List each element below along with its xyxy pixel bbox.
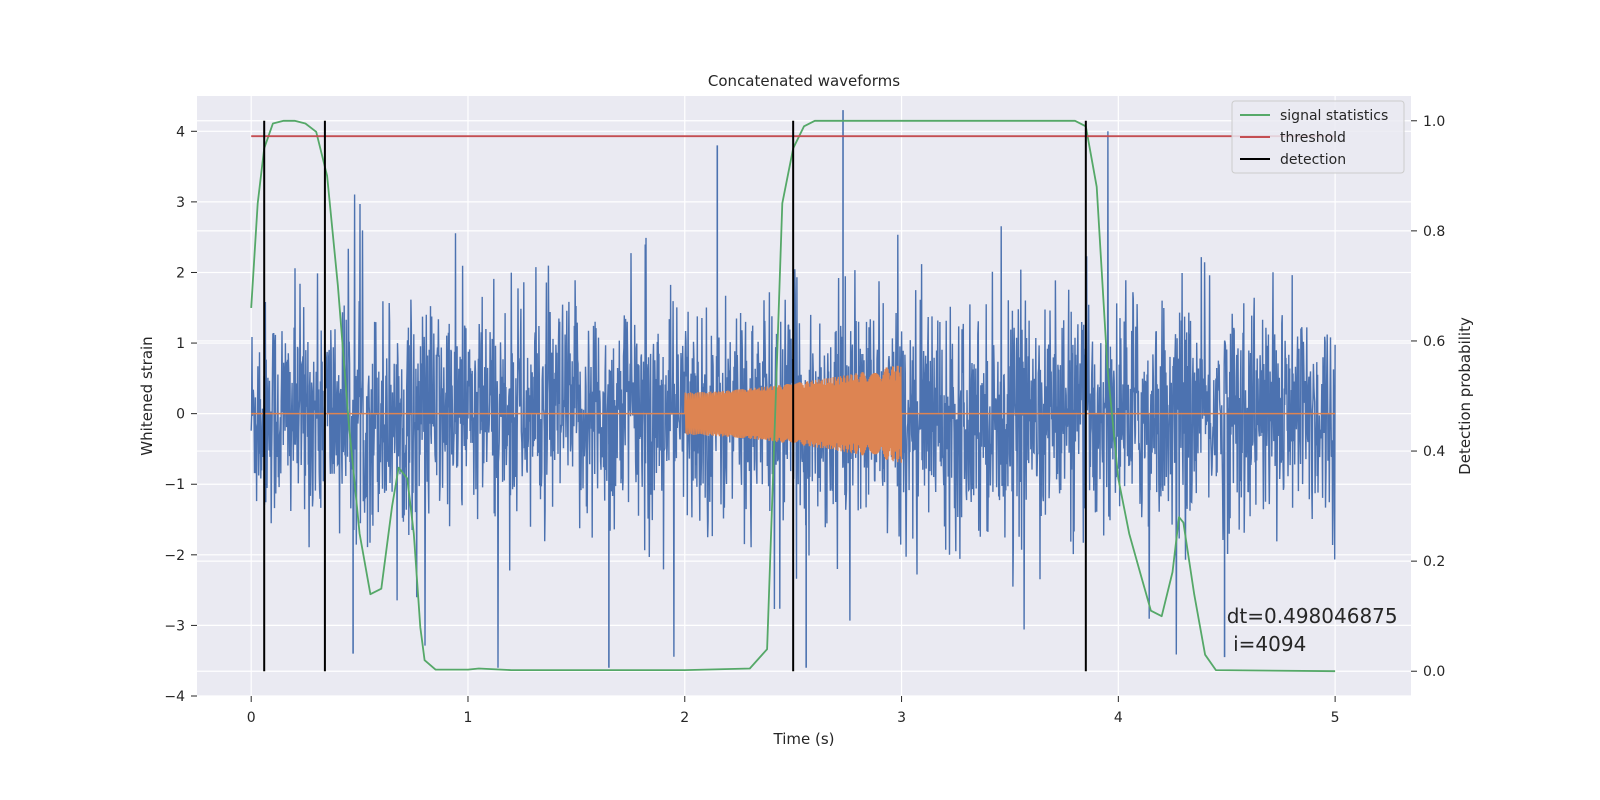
y-tick-label: 2: [176, 265, 185, 281]
signal-statistics-line: [250, 119, 1336, 673]
legend-entry: threshold: [1280, 130, 1346, 146]
y-axis-right-label: Detection probability: [1456, 317, 1474, 475]
axes-text: 0 1 2 3 4 5 −4 −3 −2 −1 0 1 2 3 4 0.0 0.2 0.4 0.6 0.8 1.0: [164, 114, 1445, 726]
y-tick-label: −2: [164, 548, 185, 564]
x-tick-label: 4: [1114, 710, 1123, 726]
legend-entry: signal statistics: [1280, 108, 1388, 124]
y-right-tick-label: 0.8: [1423, 224, 1445, 240]
y-right-tick-label: 1.0: [1423, 114, 1445, 130]
chart-title: Concatenated waveforms: [708, 72, 900, 90]
y-tick-label: −1: [164, 477, 185, 493]
y-right-tick-label: 0.2: [1423, 554, 1445, 570]
grid: [197, 96, 1411, 697]
annotation-dt: dt=0.498046875: [1227, 604, 1398, 628]
y-right-tick-label: 0.4: [1423, 444, 1445, 460]
y-tick-label: −4: [164, 689, 185, 705]
x-tick-label: 5: [1331, 710, 1340, 726]
legend-entry: detection: [1280, 152, 1346, 168]
x-axis-label: Time (s): [773, 730, 835, 748]
y-tick-label: −3: [164, 618, 185, 634]
y-right-tick-label: 0.6: [1423, 334, 1445, 350]
x-tick-label: 2: [680, 710, 689, 726]
x-tick-label: 0: [247, 710, 256, 726]
x-tick-label: 1: [464, 710, 473, 726]
x-tick-label: 3: [897, 710, 906, 726]
plot-area: [250, 110, 1336, 673]
y-tick-label: 3: [176, 195, 185, 211]
legend-box: [1231, 100, 1405, 174]
y-tick-label: 1: [176, 336, 185, 352]
y-tick-label: 4: [176, 124, 185, 140]
y-tick-label: 0: [176, 407, 185, 423]
annotation-i: i=4094: [1227, 632, 1307, 656]
y-axis-label: Whitened strain: [138, 336, 156, 455]
legend: signal statistics threshold detection: [1231, 100, 1405, 174]
y-right-tick-label: 0.0: [1423, 664, 1445, 680]
